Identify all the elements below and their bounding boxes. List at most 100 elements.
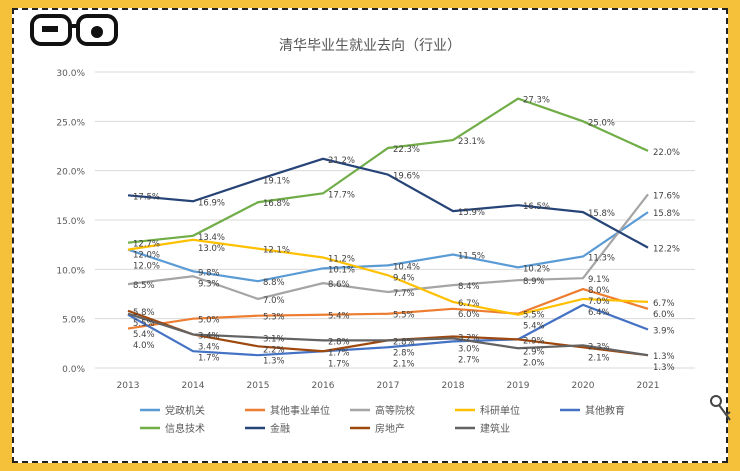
data-label: 10.1% — [328, 265, 355, 275]
y-tick-label: 5.0% — [62, 316, 85, 326]
y-tick-label: 15.0% — [56, 217, 85, 227]
series-line-高等院校 — [127, 193, 649, 301]
x-tick-label: 2014 — [182, 381, 205, 391]
series-line-其他教育 — [127, 303, 649, 357]
series-line-建筑业 — [127, 312, 649, 357]
data-label: 19.6% — [393, 172, 420, 182]
data-label: 21.2% — [328, 156, 355, 166]
data-label: 2.9% — [523, 336, 545, 346]
data-label: 6.7% — [653, 299, 675, 309]
data-label: 15.9% — [458, 208, 485, 218]
legend-label: 其他事业单位 — [270, 404, 330, 417]
data-label: 2.1% — [393, 359, 415, 369]
chart-title: 清华毕业生就业去向（行业） — [279, 38, 461, 54]
data-label: 2.8% — [393, 348, 415, 358]
data-label: 5.0% — [198, 316, 220, 326]
footer-text: 搜狐号@房叔有意思 — [592, 448, 710, 463]
data-label: 1.7% — [328, 348, 350, 358]
data-label: 6.0% — [653, 310, 675, 320]
data-label: 5.5% — [133, 319, 155, 329]
data-label: 8.9% — [523, 277, 545, 287]
data-label: 9.1% — [588, 275, 610, 285]
x-tick-label: 2020 — [572, 381, 595, 391]
data-label: 12.0% — [133, 262, 160, 272]
x-tick-label: 2013 — [117, 381, 140, 391]
data-label: 2.2% — [263, 345, 285, 355]
glasses-logo — [30, 14, 118, 46]
data-label: 22.0% — [653, 148, 680, 158]
legend-label: 高等院校 — [375, 404, 415, 417]
data-label: 10.4% — [393, 262, 420, 272]
x-tick-label: 2019 — [507, 381, 530, 391]
data-label: 7.0% — [263, 296, 285, 306]
data-label: 1.7% — [198, 353, 220, 363]
x-tick-label: 2021 — [637, 381, 660, 391]
data-label: 17.6% — [653, 191, 680, 201]
y-tick-label: 30.0% — [56, 69, 85, 79]
x-tick-label: 2016 — [312, 381, 335, 391]
series-line-其他事业单位 — [127, 287, 649, 330]
data-label: 5.5% — [393, 311, 415, 321]
data-label: 22.3% — [393, 145, 420, 155]
data-label: 8.0% — [588, 286, 610, 296]
data-label: 3.9% — [653, 327, 675, 337]
data-label: 6.7% — [458, 299, 480, 309]
data-label: 16.9% — [198, 198, 225, 208]
x-tick-label: 2017 — [377, 381, 400, 391]
legend-label: 房地产 — [375, 422, 405, 435]
x-tick-label: 2015 — [247, 381, 270, 391]
data-label: 3.2% — [458, 333, 480, 343]
data-label: 2.3% — [588, 342, 610, 352]
data-label: 9.4% — [393, 273, 415, 283]
data-label: 8.5% — [133, 281, 155, 291]
x-tick-label: 2018 — [442, 381, 465, 391]
data-label: 2.1% — [588, 353, 610, 363]
data-label: 27.3% — [523, 96, 550, 106]
y-tick-label: 10.0% — [56, 266, 85, 276]
data-label: 1.3% — [263, 356, 285, 366]
data-label: 8.6% — [328, 280, 350, 290]
data-label: 5.4% — [328, 312, 350, 322]
data-label: 1.3% — [653, 363, 675, 373]
data-label: 1.7% — [328, 359, 350, 369]
data-label: 17.5% — [133, 192, 160, 202]
data-label: 12.1% — [263, 246, 290, 256]
data-label: 3.0% — [458, 344, 480, 354]
data-label: 3.1% — [263, 334, 285, 344]
data-label: 2.8% — [393, 337, 415, 347]
legend-label: 科研单位 — [480, 404, 520, 417]
data-label: 12.2% — [653, 245, 680, 255]
data-label: 13.0% — [198, 244, 225, 254]
data-label: 5.5% — [523, 311, 545, 321]
data-label: 2.9% — [523, 347, 545, 357]
series-line-科研单位 — [127, 238, 649, 316]
legend-label: 金融 — [270, 422, 290, 435]
data-label: 8.4% — [458, 282, 480, 292]
data-label: 17.7% — [328, 190, 355, 200]
data-label: 12.0% — [133, 251, 160, 261]
data-label: 6.4% — [588, 308, 610, 318]
data-label: 5.8% — [133, 308, 155, 318]
data-label: 2.0% — [523, 358, 545, 368]
data-label: 5.3% — [263, 313, 285, 323]
data-label: 23.1% — [458, 137, 485, 147]
legend-label: 信息技术 — [165, 422, 205, 435]
data-label: 9.3% — [198, 279, 220, 289]
data-label: 12.7% — [133, 240, 160, 250]
data-label: 25.0% — [588, 118, 615, 128]
keys-icon — [710, 395, 731, 421]
data-label: 3.4% — [198, 342, 220, 352]
data-label: 4.0% — [133, 341, 155, 351]
series-line-金融 — [127, 157, 649, 249]
data-label: 9.8% — [198, 268, 220, 278]
y-tick-label: 20.0% — [56, 168, 85, 178]
data-label: 19.1% — [263, 177, 290, 187]
legend-label: 党政机关 — [165, 404, 205, 417]
data-label: 1.3% — [653, 352, 675, 362]
data-label: 5.4% — [523, 322, 545, 332]
data-label: 5.4% — [133, 330, 155, 340]
data-label: 16.5% — [523, 202, 550, 212]
data-label: 15.8% — [588, 209, 615, 219]
data-label: 16.8% — [263, 199, 290, 209]
data-label: 10.2% — [523, 264, 550, 274]
